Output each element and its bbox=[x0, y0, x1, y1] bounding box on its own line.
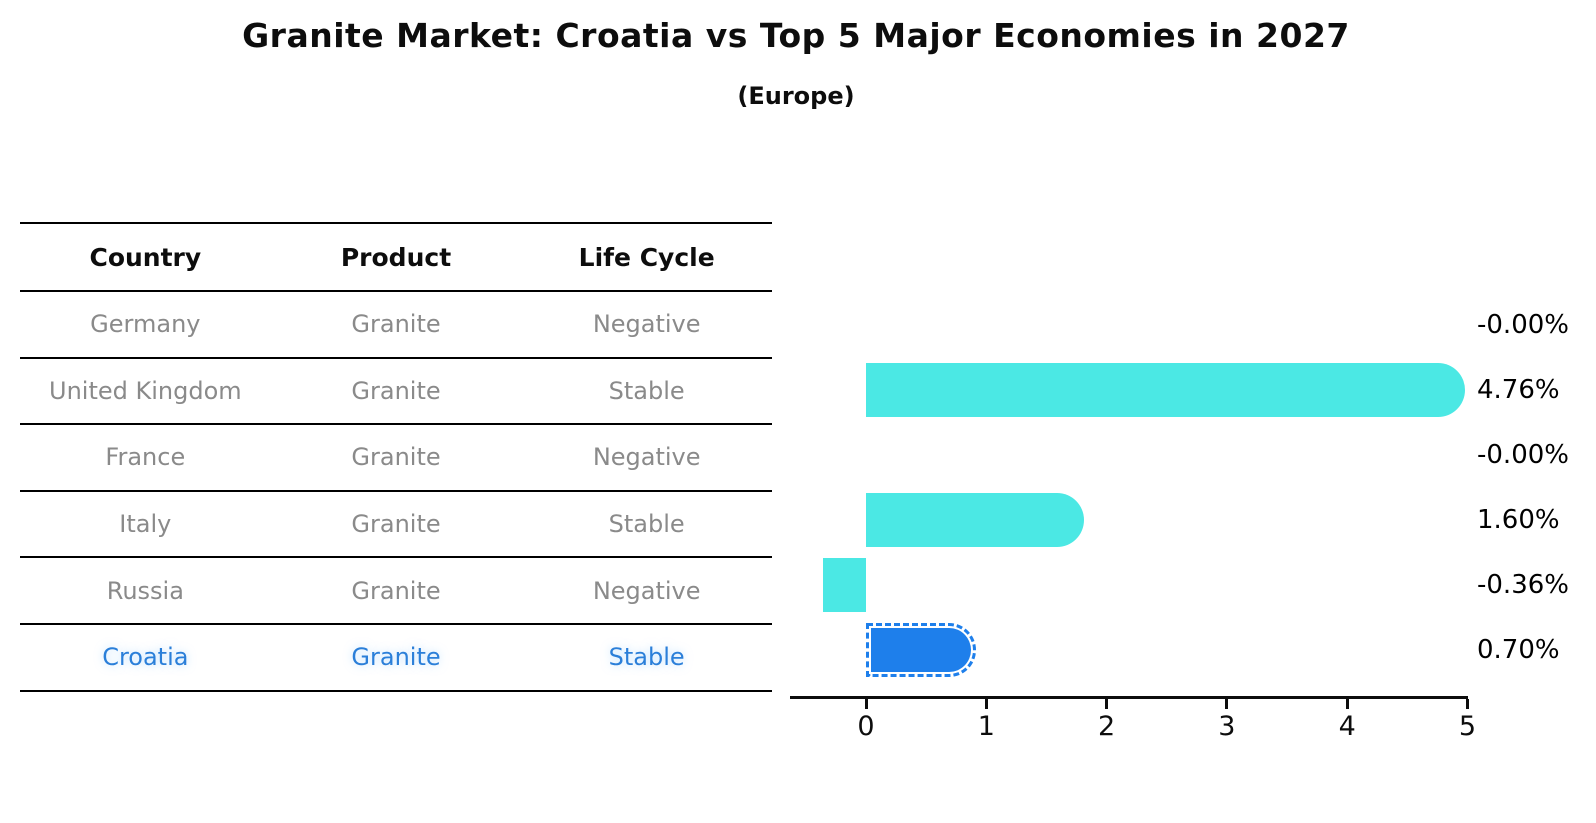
bar-united-kingdom bbox=[866, 363, 1465, 417]
table-header-product: Product bbox=[340, 242, 452, 272]
cell-country: Croatia bbox=[102, 643, 189, 672]
cell-life-cycle: Negative bbox=[592, 576, 701, 605]
value-label-france: -0.00% bbox=[1477, 440, 1569, 470]
cell-product: Granite bbox=[351, 643, 441, 672]
table-header-row: Country Product Life Cycle bbox=[20, 224, 772, 292]
chart-subtitle: (Europe) bbox=[737, 82, 855, 110]
value-label-united-kingdom: 4.76% bbox=[1477, 375, 1560, 405]
x-axis-tick-label-1: 1 bbox=[977, 711, 995, 742]
cell-country: Russia bbox=[106, 576, 184, 605]
country-table: Country Product Life Cycle Germany Grani… bbox=[20, 222, 772, 692]
cell-life-cycle: Negative bbox=[592, 310, 701, 339]
cell-product: Granite bbox=[351, 510, 441, 539]
x-axis-tick-5 bbox=[1466, 699, 1469, 709]
value-label-germany: -0.00% bbox=[1477, 310, 1569, 340]
x-axis-tick-3 bbox=[1225, 699, 1229, 709]
cell-country: France bbox=[105, 443, 186, 472]
table-header-life-cycle: Life Cycle bbox=[578, 242, 715, 272]
value-label-italy: 1.60% bbox=[1477, 505, 1560, 535]
chart-title: Granite Market: Croatia vs Top 5 Major E… bbox=[242, 16, 1350, 55]
cell-product: Granite bbox=[351, 376, 441, 405]
value-label-croatia: 0.70% bbox=[1477, 635, 1560, 665]
x-axis-tick-0 bbox=[864, 699, 868, 709]
cell-country: United Kingdom bbox=[49, 376, 242, 405]
table-row-russia: Russia Granite Negative bbox=[20, 558, 772, 625]
bar-italy bbox=[866, 493, 1085, 547]
cell-country: Italy bbox=[119, 510, 172, 539]
table-row-croatia: Croatia Granite Stable bbox=[20, 625, 772, 692]
table-row-united-kingdom: United Kingdom Granite Stable bbox=[20, 359, 772, 426]
x-axis-tick-1 bbox=[984, 699, 988, 709]
x-axis-tick-4 bbox=[1345, 699, 1349, 709]
cell-country: Germany bbox=[90, 310, 201, 339]
x-axis-tick-label-4: 4 bbox=[1338, 711, 1356, 742]
table-row-germany: Germany Granite Negative bbox=[20, 292, 772, 359]
cell-life-cycle: Stable bbox=[608, 643, 685, 672]
table-row-france: France Granite Negative bbox=[20, 425, 772, 492]
value-label-russia: -0.36% bbox=[1477, 570, 1569, 600]
x-axis-tick-label-5: 5 bbox=[1458, 711, 1477, 742]
cell-life-cycle: Negative bbox=[592, 443, 701, 472]
x-axis-tick-label-3: 3 bbox=[1218, 711, 1236, 742]
bar-russia bbox=[822, 558, 866, 612]
x-axis-tick-2 bbox=[1105, 699, 1109, 709]
table-row-italy: Italy Granite Stable bbox=[20, 492, 772, 559]
cell-life-cycle: Stable bbox=[608, 376, 685, 405]
x-axis-tick-label-0: 0 bbox=[857, 711, 875, 742]
x-axis-line bbox=[790, 696, 1468, 699]
bar-croatia bbox=[866, 623, 977, 677]
cell-product: Granite bbox=[351, 443, 441, 472]
cell-product: Granite bbox=[351, 576, 441, 605]
cell-product: Granite bbox=[351, 310, 441, 339]
table-header-country: Country bbox=[89, 242, 202, 272]
cell-life-cycle: Stable bbox=[608, 510, 685, 539]
x-axis-tick-label-2: 2 bbox=[1098, 711, 1116, 742]
